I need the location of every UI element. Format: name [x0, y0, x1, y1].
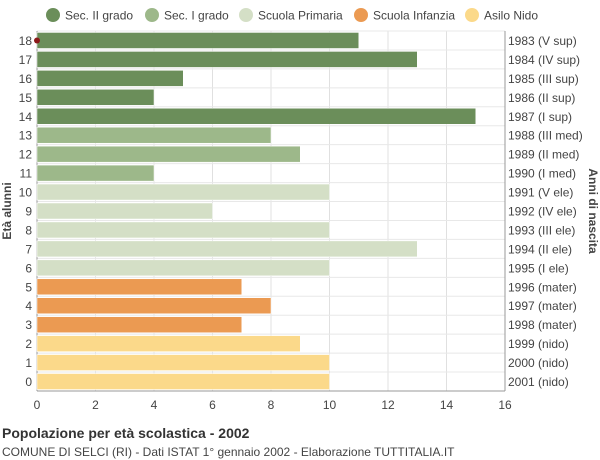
age-tick-label: 10: [19, 186, 33, 200]
legend-swatch: [145, 8, 159, 22]
bar: [36, 297, 272, 314]
bar: [36, 108, 476, 125]
bar: [36, 51, 418, 68]
bar: [36, 335, 301, 352]
age-tick-label: 7: [25, 242, 32, 256]
x-tick-label: 12: [381, 398, 395, 412]
birth-year-label: 1990 (I med): [508, 167, 576, 181]
birth-year-label: 1991 (V ele): [508, 186, 573, 200]
age-tick-label: 14: [19, 110, 33, 124]
birth-year-label: 1983 (V sup): [508, 34, 577, 48]
legend-label: Scuola Infanzia: [373, 9, 455, 23]
legend-label: Asilo Nido: [484, 9, 538, 23]
bar: [36, 373, 330, 390]
birth-year-label: 1998 (mater): [508, 318, 577, 332]
age-tick-label: 11: [20, 167, 33, 181]
bar: [36, 278, 242, 296]
bar: [36, 32, 359, 49]
birth-year-label: 1988 (III med): [508, 129, 583, 143]
birth-year-label: 1996 (mater): [508, 280, 577, 294]
birth-year-label: 2000 (nido): [508, 356, 569, 370]
legend-swatch: [465, 8, 479, 22]
x-tick-label: 8: [268, 398, 275, 412]
bar: [36, 89, 155, 106]
age-tick-label: 0: [25, 375, 32, 389]
bar: [36, 164, 155, 182]
x-tick-label: 14: [440, 398, 454, 412]
age-tick-label: 13: [19, 129, 33, 143]
x-tick-label: 2: [92, 398, 99, 412]
birth-year-label: 1997 (mater): [508, 299, 577, 313]
age-tick-label: 6: [25, 261, 32, 275]
age-tick-label: 16: [19, 72, 33, 86]
age-tick-label: 2: [25, 337, 32, 351]
x-tick-label: 16: [498, 398, 512, 412]
bar: [36, 240, 418, 258]
birth-year-label: 1989 (II med): [508, 148, 579, 162]
legend-swatch: [46, 8, 60, 22]
age-tick-label: 17: [19, 53, 33, 67]
bar: [36, 221, 330, 239]
birth-year-label: 1999 (nido): [508, 337, 569, 351]
legend-swatch: [354, 8, 368, 22]
chart-subtitle: COMUNE DI SELCI (RI) - Dati ISTAT 1° gen…: [2, 445, 455, 459]
x-tick-label: 4: [151, 398, 158, 412]
age-tick-label: 1: [25, 356, 32, 370]
age-tick-label: 9: [25, 205, 32, 219]
birth-year-label: 1992 (IV ele): [508, 205, 577, 219]
age-tick-label: 18: [19, 34, 33, 48]
age-tick-label: 8: [25, 223, 32, 237]
bar: [36, 354, 330, 371]
legend-label: Scuola Primaria: [258, 9, 343, 23]
highlight-marker: [34, 37, 40, 44]
chart: Sec. II grado Sec. I grado Scuola Primaria…: [0, 8, 600, 412]
birth-year-label: 1993 (III ele): [508, 223, 575, 237]
y-axis-title-right: Anni di nascita: [586, 168, 600, 254]
age-tick-label: 12: [19, 148, 33, 162]
bar: [36, 202, 213, 220]
birth-year-label: 1986 (II sup): [508, 91, 575, 105]
birth-year-label: 2001 (nido): [508, 375, 569, 389]
age-tick-label: 3: [25, 318, 32, 332]
legend-label: Sec. II grado: [65, 9, 133, 23]
birth-year-label: 1985 (III sup): [508, 72, 579, 86]
legend-label: Sec. I grado: [164, 9, 229, 23]
age-tick-label: 5: [25, 280, 32, 294]
x-tick-label: 10: [323, 398, 337, 412]
birth-year-label: 1994 (II ele): [508, 242, 572, 256]
chart-title: Popolazione per età scolastica - 2002: [2, 425, 250, 441]
x-tick-label: 6: [209, 398, 216, 412]
x-tick-label: 0: [34, 398, 41, 412]
age-tick-label: 15: [19, 91, 33, 105]
bar: [36, 126, 272, 144]
bar: [36, 70, 184, 87]
bar: [36, 259, 330, 277]
bar: [36, 316, 242, 333]
bar: [36, 145, 301, 163]
birth-year-label: 1995 (I ele): [508, 261, 569, 275]
age-tick-label: 4: [25, 299, 32, 313]
birth-year-label: 1987 (I sup): [508, 110, 572, 124]
legend-swatch: [239, 8, 253, 22]
bar: [36, 183, 330, 201]
birth-year-label: 1984 (IV sup): [508, 53, 580, 67]
y-axis-title-left: Età alunni: [0, 182, 14, 239]
